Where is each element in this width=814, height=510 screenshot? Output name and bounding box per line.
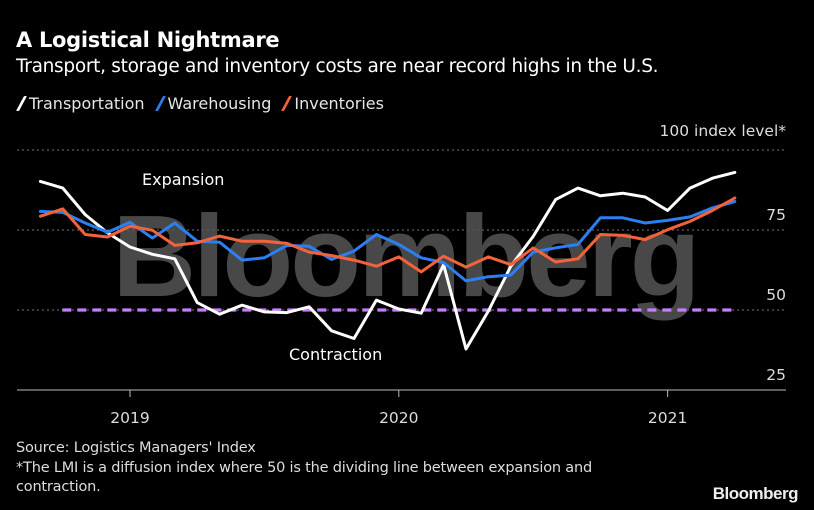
y-tick-label: 25 xyxy=(766,366,786,384)
series-line-transportation xyxy=(38,170,737,351)
annotation-contraction: Contraction xyxy=(289,345,382,364)
legend-label: Inventories xyxy=(294,94,384,113)
bloomberg-logo: Bloomberg xyxy=(712,484,799,503)
series-line-inventories xyxy=(38,196,737,274)
legend-label: Warehousing xyxy=(167,94,272,113)
x-tick-label: 2021 xyxy=(648,409,687,427)
x-tick-label: 2020 xyxy=(379,409,418,427)
chart-title: A Logistical Nightmare xyxy=(16,28,280,52)
chart-subtitle: Transport, storage and inventory costs a… xyxy=(16,56,659,77)
x-tick-label: 2019 xyxy=(110,409,149,427)
series-line-warehousing xyxy=(38,200,737,283)
legend-item-transportation: Transportation xyxy=(16,94,145,113)
y-tick-label: 50 xyxy=(766,286,786,304)
y-axis-unit-label: 100 index level* xyxy=(659,122,786,140)
y-tick-label: 75 xyxy=(766,206,786,224)
footnote-line-2: contraction. xyxy=(16,479,101,495)
watermark: Bloomberg xyxy=(112,191,697,321)
legend-item-warehousing: Warehousing xyxy=(154,94,272,113)
source-note: Source: Logistics Managers' Index xyxy=(16,440,256,456)
annotation-expansion: Expansion xyxy=(142,170,224,189)
legend-item-inventories: Inventories xyxy=(281,94,384,113)
legend-label: Transportation xyxy=(29,94,145,113)
footnote-line-1: *The LMI is a diffusion index where 50 i… xyxy=(16,460,592,476)
legend: Transportation Warehousing Inventories xyxy=(16,94,384,113)
